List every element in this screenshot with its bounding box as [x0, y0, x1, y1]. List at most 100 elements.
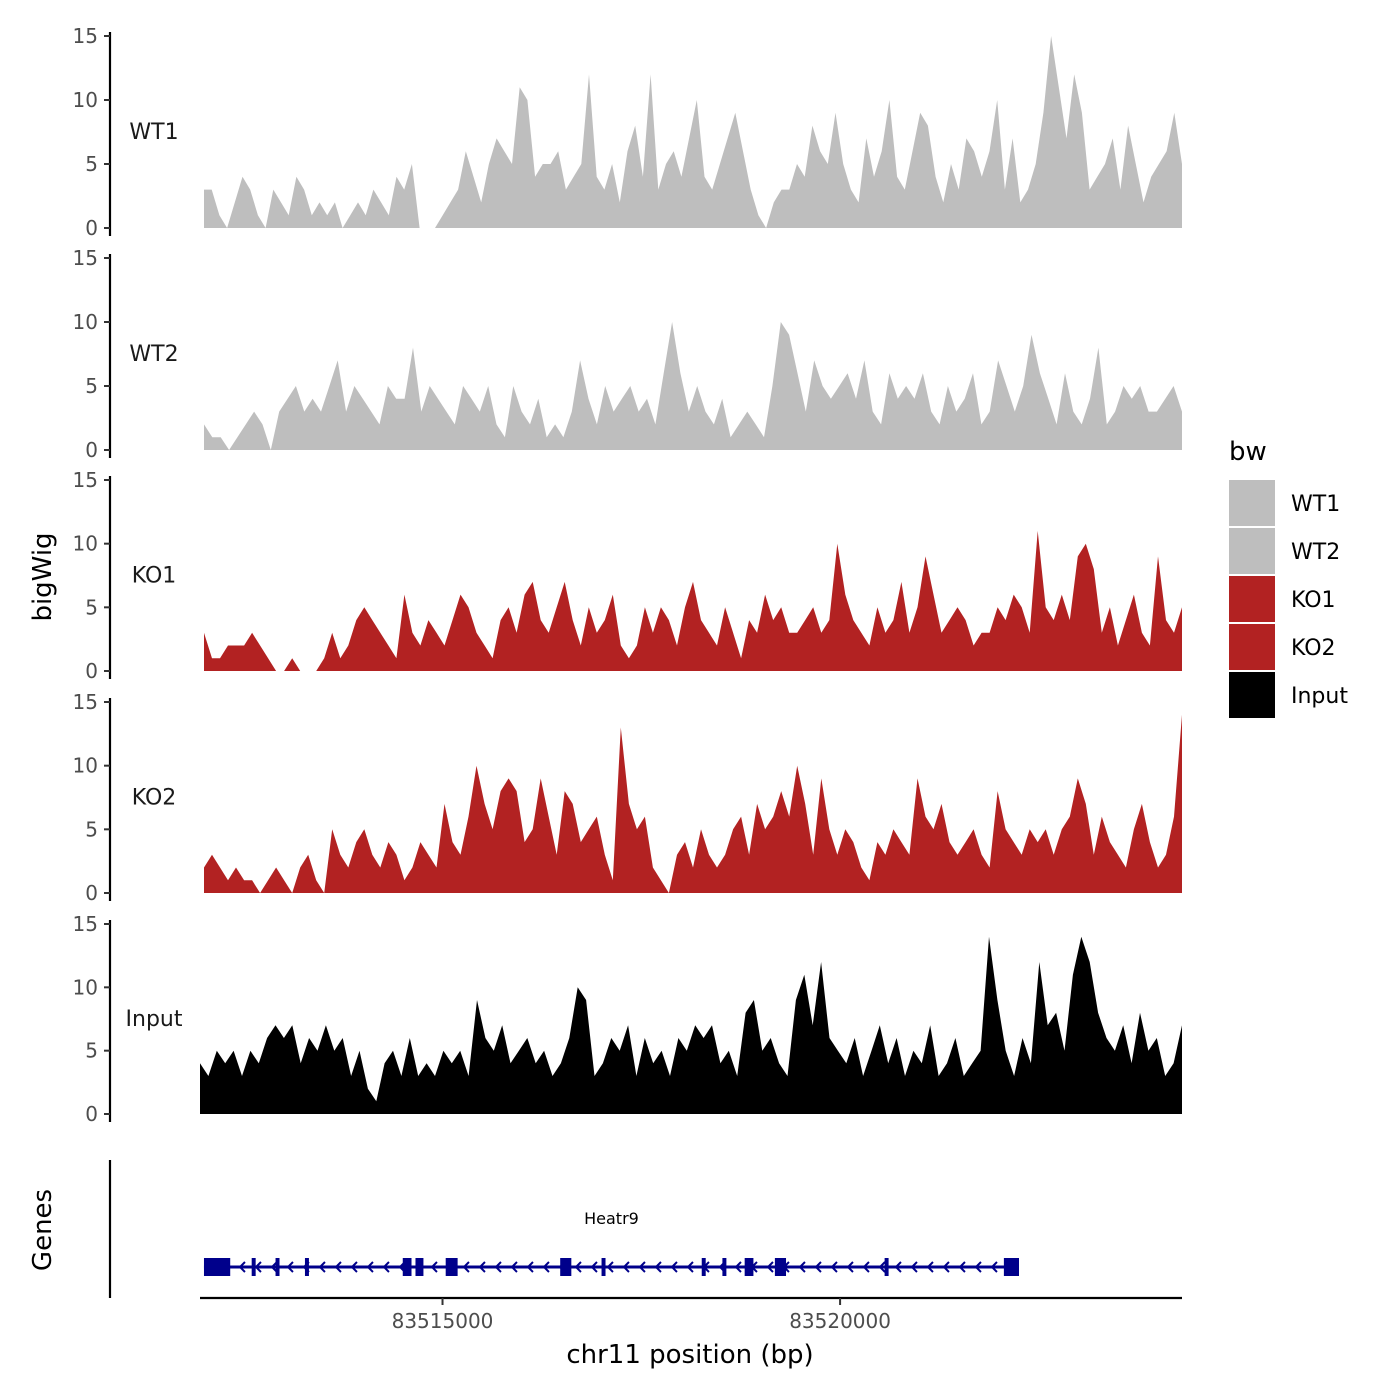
- strand-arrow-icon: [494, 1261, 502, 1273]
- strand-arrow-icon: [878, 1261, 886, 1273]
- area-wt2: [204, 322, 1182, 450]
- x-axis-title: chr11 position (bp): [566, 1340, 813, 1370]
- legend-swatch-ko2: [1229, 624, 1275, 670]
- strand-arrow-icon: [318, 1261, 326, 1273]
- strand-arrow-icon: [526, 1261, 534, 1273]
- gene-exon: [402, 1258, 412, 1276]
- y-tick-label: 0: [85, 659, 98, 683]
- y-tick-label: 15: [73, 690, 98, 714]
- strand-arrow-icon: [270, 1261, 278, 1273]
- gene-exon: [415, 1258, 424, 1276]
- track-ko2: 0 5 10 15 KO2: [73, 690, 1182, 905]
- strand-arrow-icon: [894, 1261, 902, 1273]
- strand-arrow-icon: [430, 1261, 438, 1273]
- gene-exon: [251, 1258, 256, 1276]
- area-wt1: [204, 36, 1182, 228]
- strand-arrow-icon: [462, 1261, 470, 1273]
- strand-arrow-icon: [910, 1261, 918, 1273]
- legend-swatch-ko1: [1229, 576, 1275, 622]
- strand-arrow-icon: [958, 1261, 966, 1273]
- gene-exon: [203, 1258, 231, 1276]
- strand-arrow-icon: [510, 1261, 518, 1273]
- strand-arrow-icon: [478, 1261, 486, 1273]
- gene-exon: [601, 1258, 606, 1276]
- gene-exon: [701, 1258, 706, 1276]
- strand-arrow-icon: [334, 1261, 342, 1273]
- strand-arrow-icon: [590, 1261, 598, 1273]
- track-wt1: 0 5 10 15 WT1: [73, 24, 1182, 240]
- gene-exon: [722, 1258, 727, 1276]
- gene-heatr9: Heatr9: [203, 1209, 1019, 1276]
- gene-exon: [1003, 1258, 1019, 1276]
- strand-arrow-icon: [350, 1261, 358, 1273]
- y-tick-label: 5: [85, 1039, 98, 1063]
- x-axis: 83515000 83520000: [200, 1296, 1182, 1333]
- gene-exon: [275, 1258, 280, 1276]
- y-tick-label: 5: [85, 595, 98, 619]
- y-tick-label: 10: [73, 310, 98, 334]
- strand-arrow-icon: [830, 1261, 838, 1273]
- strand-arrow-icon: [254, 1261, 262, 1273]
- strand-arrow-icon: [734, 1261, 742, 1273]
- y-tick-label: 10: [73, 88, 98, 112]
- track-ko1: 0 5 10 15 KO1: [73, 468, 1182, 683]
- strand-arrow-icon: [974, 1261, 982, 1273]
- strand-arrow-icon: [606, 1261, 614, 1273]
- strand-arrow-icon: [814, 1261, 822, 1273]
- strand-arrow-icon: [638, 1261, 646, 1273]
- strand-arrow-icon: [622, 1261, 630, 1273]
- strand-arrow-icon: [542, 1261, 550, 1273]
- strand-arrow-icon: [990, 1261, 998, 1273]
- x-tick-label: 83520000: [789, 1309, 891, 1333]
- legend-title: bw: [1229, 437, 1267, 467]
- legend-label-input: Input: [1291, 684, 1348, 709]
- strand-arrow-icon: [926, 1261, 934, 1273]
- y-tick-label: 0: [85, 1102, 98, 1126]
- y-tick-label: 10: [73, 532, 98, 556]
- y-tick-label: 10: [73, 975, 98, 999]
- track-input: 0 5 10 15 Input: [73, 912, 1182, 1126]
- y-tick-label: 15: [73, 468, 98, 492]
- strand-arrow-icon: [798, 1261, 806, 1273]
- y-tick-label: 15: [73, 24, 98, 48]
- legend-label-ko1: KO1: [1291, 588, 1336, 613]
- y-tick-label: 0: [85, 216, 98, 240]
- legend-label-wt2: WT2: [1291, 540, 1340, 565]
- strand-arrow-icon: [670, 1261, 678, 1273]
- strand-arrow-icon: [286, 1261, 294, 1273]
- strand-arrow-icon: [654, 1261, 662, 1273]
- y-tick-label: 15: [73, 912, 98, 936]
- legend: bw WT1 WT2 KO1 KO2 Input: [1229, 437, 1348, 718]
- gene-track: Heatr9: [108, 1160, 1019, 1298]
- strand-arrow-icon: [862, 1261, 870, 1273]
- coverage-tracks: 0 5 10 15 WT1 0 5 10 15 WT2 0 5 10 15 KO1 0 5 10 15 KO2 0 5 10…: [73, 24, 1182, 1126]
- legend-swatch-input: [1229, 672, 1275, 718]
- y-tick-label: 5: [85, 152, 98, 176]
- legend-label-wt1: WT1: [1291, 492, 1340, 517]
- track-label-ko2: KO2: [132, 786, 177, 811]
- y-tick-label: 10: [73, 754, 98, 778]
- genes-axis-title: Genes: [28, 1189, 58, 1271]
- y-tick-label: 15: [73, 246, 98, 270]
- area-input: [200, 936, 1182, 1114]
- gene-name-label: Heatr9: [584, 1209, 639, 1228]
- y-tick-label: 0: [85, 438, 98, 462]
- gene-exon: [774, 1258, 787, 1276]
- strand-arrow-icon: [766, 1261, 774, 1273]
- track-wt2: 0 5 10 15 WT2: [73, 246, 1182, 462]
- area-ko2: [204, 714, 1182, 893]
- area-ko1: [204, 530, 1182, 671]
- gene-exon: [884, 1258, 889, 1276]
- strand-arrow-icon: [942, 1261, 950, 1273]
- y-tick-label: 5: [85, 374, 98, 398]
- gene-exon: [560, 1258, 572, 1276]
- gene-exon: [445, 1258, 458, 1276]
- strand-arrow-icon: [238, 1261, 246, 1273]
- y-tick-label: 0: [85, 881, 98, 905]
- y-tick-label: 5: [85, 817, 98, 841]
- track-label-ko1: KO1: [132, 564, 177, 589]
- legend-swatch-wt1: [1229, 480, 1275, 526]
- y-axis-title: bigWig: [28, 532, 58, 621]
- track-label-wt1: WT1: [129, 120, 178, 145]
